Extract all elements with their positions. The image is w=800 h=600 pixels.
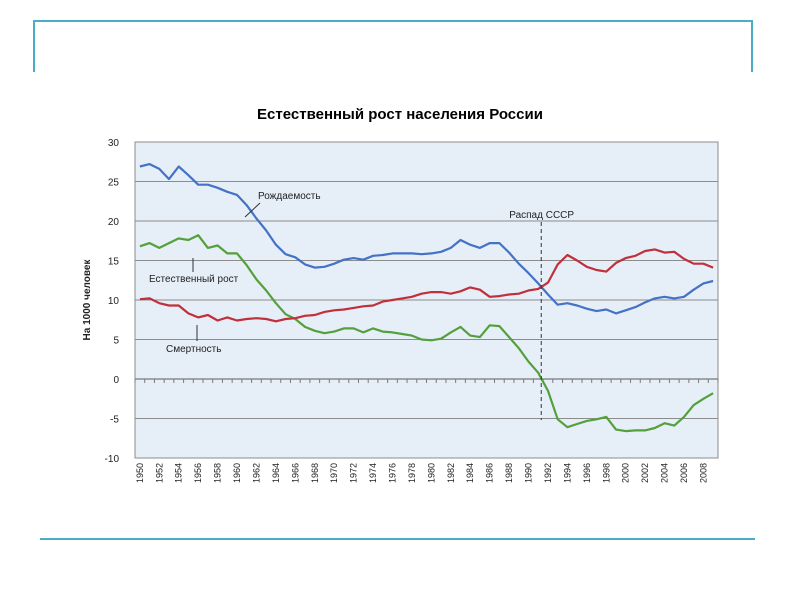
annotation-label: Распад СССР (509, 210, 574, 221)
series-line (139, 234, 714, 433)
x-tick-label: 2006 (679, 463, 689, 483)
x-tick-label: 1968 (310, 463, 320, 483)
x-tick-label: 1972 (349, 463, 359, 483)
x-tick-label: 1976 (387, 463, 397, 483)
axes: 30 25 20 15 10 5 0 -5 -10 1950 1952 1954 1956 1958 196… (105, 138, 719, 483)
x-tick-label: 1962 (251, 463, 261, 483)
series-label: Смертность (166, 344, 221, 355)
y-tick-label: 0 (113, 375, 119, 386)
x-tick-label: 1988 (504, 463, 514, 483)
x-tick-label: 1978 (407, 463, 417, 483)
y-tick-label: 30 (108, 138, 120, 149)
slide-top-frame (33, 20, 753, 72)
y-axis-label: На 1000 человек (82, 259, 93, 341)
x-tick-label: 1960 (232, 463, 242, 483)
y-tick-label: 20 (108, 217, 120, 228)
y-tick-label: -5 (110, 415, 119, 426)
chart-title: Естественный рост населения России (257, 106, 543, 123)
y-tick-label: 25 (108, 178, 120, 189)
y-tick-label: 10 (108, 296, 120, 307)
x-tick-label: 2004 (660, 463, 670, 483)
x-tick-label: 1954 (174, 463, 184, 483)
x-tick-label: 1966 (290, 463, 300, 483)
x-tick-label: 1952 (154, 463, 164, 483)
x-tick-label: 1964 (271, 463, 281, 483)
series (139, 163, 714, 433)
x-tick-label: 1986 (485, 463, 495, 483)
x-tick-label: 1974 (368, 463, 378, 483)
y-tick-label: -10 (105, 454, 120, 465)
x-tick-label: 1984 (465, 463, 475, 483)
slide-bottom-rule (40, 538, 755, 540)
series-label: Рождаемость (258, 191, 321, 202)
x-tick-label: 1996 (582, 463, 592, 483)
x-tick-label: 1970 (329, 463, 339, 483)
series-label: Естественный рост (149, 274, 239, 285)
plot-border (134, 141, 719, 459)
series-line (139, 248, 714, 323)
x-tick-label: 1956 (193, 463, 203, 483)
series-line (139, 163, 714, 315)
annotation-leader (244, 202, 261, 218)
x-tick-label: 1994 (562, 463, 572, 483)
x-tick-label: 2008 (698, 463, 708, 483)
x-tick-label: 1950 (135, 463, 145, 483)
x-tick-label: 1998 (601, 463, 611, 483)
x-tick-label: 2000 (621, 463, 631, 483)
x-tick-label: 2002 (640, 463, 650, 483)
x-tick-label: 1980 (426, 463, 436, 483)
x-tick-label: 1992 (543, 463, 553, 483)
x-tick-label: 1982 (446, 463, 456, 483)
x-tick-label: 1958 (213, 463, 223, 483)
y-tick-label: 15 (108, 257, 120, 268)
x-tick-label: 1990 (524, 463, 534, 483)
y-tick-label: 5 (113, 336, 119, 347)
annotations: Рождаемость Естественный рост Смертность Ра… (149, 191, 574, 420)
